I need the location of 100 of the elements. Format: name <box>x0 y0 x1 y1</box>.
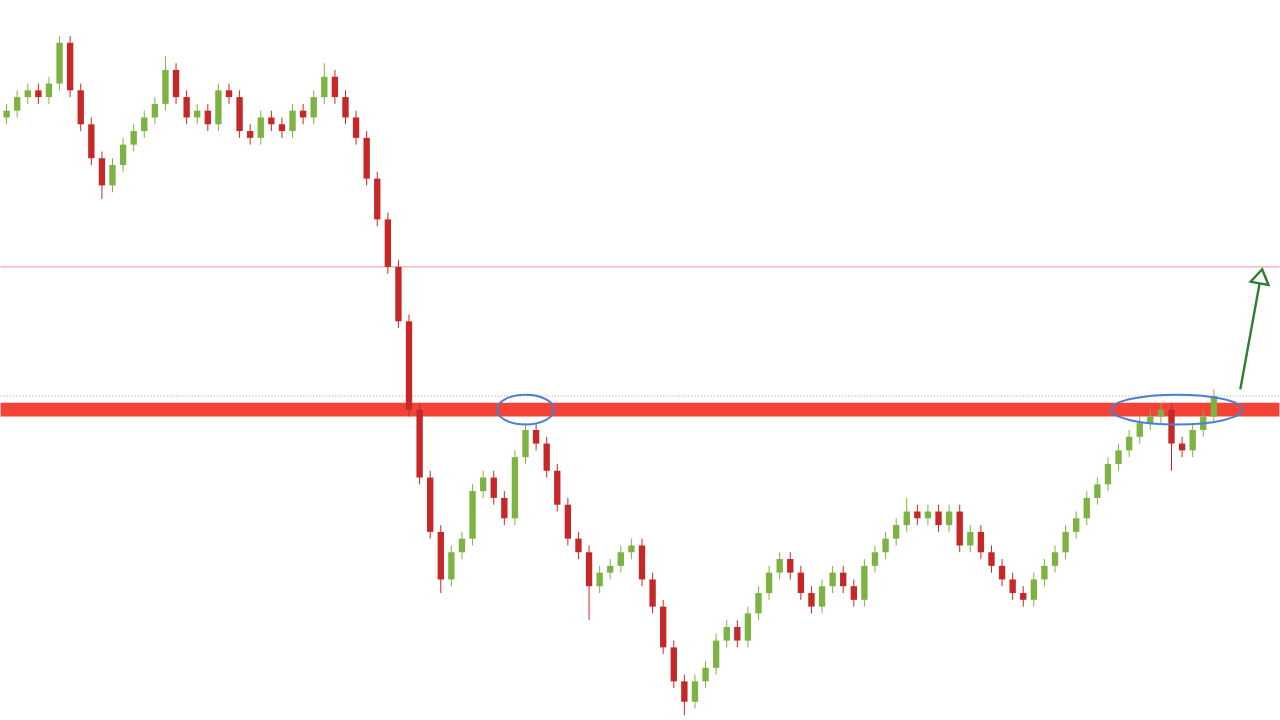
candlestick <box>77 83 84 132</box>
candlestick <box>723 620 730 649</box>
candlestick <box>914 504 921 526</box>
candlestick <box>331 69 339 105</box>
candlestick <box>712 633 720 676</box>
candlestick <box>734 620 741 649</box>
candlestick <box>554 463 561 513</box>
candlestick <box>310 90 317 126</box>
candlestick <box>162 56 169 112</box>
candlestick <box>840 565 847 594</box>
candlestick <box>3 103 10 126</box>
candlestick <box>268 110 275 132</box>
candlestick <box>1136 416 1143 445</box>
candlestick <box>988 545 995 574</box>
candlestick <box>490 470 497 506</box>
candlestick <box>98 151 106 200</box>
candlestick <box>861 558 868 608</box>
candlestick <box>501 490 508 526</box>
candlestick <box>892 518 900 547</box>
candlestick <box>998 558 1006 588</box>
candlestick <box>670 640 677 689</box>
candlestick <box>374 171 381 228</box>
candlestick <box>532 423 540 452</box>
candlestick <box>977 524 985 560</box>
candlestick <box>744 606 752 649</box>
candlestick <box>56 35 63 92</box>
candlestick <box>681 674 688 717</box>
candlestick <box>1020 586 1027 608</box>
candlestick <box>596 565 603 594</box>
candlestick <box>1073 511 1080 540</box>
candlestick <box>215 83 222 132</box>
candlestick <box>172 62 180 105</box>
candlestick <box>321 62 328 105</box>
candlestick <box>35 83 42 105</box>
candlestick <box>352 110 360 146</box>
candlestick <box>660 599 667 656</box>
candlestick <box>1083 490 1090 526</box>
candlestick <box>151 96 159 126</box>
candlestick <box>691 674 699 710</box>
candlestick <box>543 436 550 479</box>
candlestick <box>882 531 889 560</box>
candlestick <box>24 83 31 105</box>
candlestick <box>607 558 614 581</box>
candlestick <box>585 545 593 622</box>
candlestick <box>1009 572 1016 601</box>
candlestick <box>617 545 624 574</box>
candlestick <box>257 110 264 146</box>
candlestick <box>628 538 635 560</box>
candlestick <box>956 504 963 554</box>
candlestick <box>130 124 137 153</box>
candlestick <box>183 90 190 126</box>
candlestick <box>278 117 286 139</box>
candlestick <box>236 90 243 139</box>
candlestick <box>829 565 836 594</box>
candlestick <box>1062 524 1069 560</box>
candlestick <box>967 524 974 554</box>
candlestick <box>1168 402 1175 472</box>
candlestick <box>1094 477 1101 506</box>
candlestick <box>776 552 783 581</box>
candlestick <box>289 103 296 139</box>
candlestick <box>638 538 646 588</box>
candlestick <box>437 524 444 594</box>
candlestick <box>702 660 709 689</box>
candlestick <box>1051 545 1059 574</box>
candlestick <box>448 545 455 588</box>
candlestick <box>14 90 21 119</box>
candlestick <box>564 497 572 547</box>
candlestick <box>945 504 953 533</box>
candlestick <box>1104 457 1112 492</box>
candlestick <box>119 137 127 173</box>
candlestick <box>871 545 879 574</box>
candlestick <box>88 117 95 166</box>
candlestick <box>808 586 815 615</box>
candlestick <box>1125 429 1133 458</box>
candlestick <box>765 565 773 601</box>
candlestick <box>903 497 910 533</box>
candlestick <box>458 531 466 560</box>
candlestick <box>225 83 233 105</box>
candlestick <box>1030 572 1037 608</box>
candlestick <box>141 110 148 139</box>
candlestick <box>575 531 582 560</box>
candlestick <box>384 212 392 275</box>
candlestick <box>363 130 370 187</box>
candlestick <box>246 124 254 146</box>
candlestick <box>1041 558 1048 588</box>
candlestick <box>469 484 476 547</box>
candlestick <box>797 565 805 601</box>
candlestick <box>479 470 487 499</box>
candlestick <box>1189 423 1196 458</box>
candlestick <box>850 579 857 608</box>
candlestick <box>204 103 211 132</box>
candlestick <box>522 423 529 465</box>
candlestick <box>818 579 826 615</box>
candlestick <box>649 572 656 615</box>
candlestick <box>787 552 794 581</box>
candlestick <box>109 158 116 194</box>
candlestick <box>45 76 53 105</box>
candlestick <box>755 586 762 622</box>
candlestick <box>1115 443 1122 472</box>
candlestick <box>935 504 942 533</box>
